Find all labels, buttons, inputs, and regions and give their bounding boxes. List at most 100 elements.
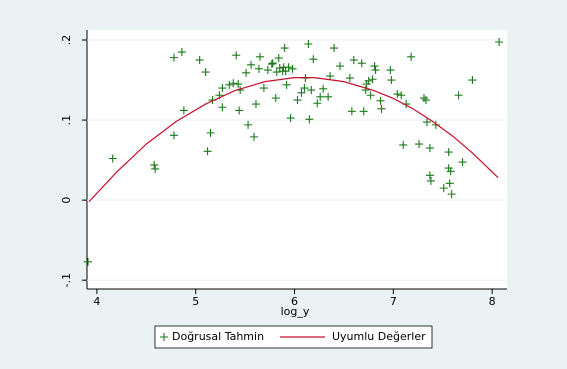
- scatter-point: [425, 171, 434, 180]
- scatter-point: [83, 257, 92, 266]
- scatter-point: [349, 56, 358, 65]
- scatter-point: [305, 115, 314, 124]
- legend-label: Uyumlu Değerler: [332, 330, 426, 343]
- scatter-point: [439, 184, 448, 193]
- scatter-point: [218, 84, 227, 93]
- scatter-point: [201, 68, 210, 77]
- scatter-point: [426, 176, 435, 185]
- scatter-point: [232, 51, 241, 60]
- scatter-point: [313, 99, 322, 108]
- scatter-point: [377, 104, 386, 113]
- scatter-point: [300, 84, 309, 93]
- scatter-point: [304, 40, 313, 49]
- scatter-point: [495, 38, 504, 47]
- x-tick-label: 6: [291, 295, 298, 308]
- scatter-point: [319, 84, 328, 93]
- scatter-point: [364, 76, 373, 85]
- fit-line: [88, 77, 499, 203]
- scatter-point: [255, 52, 264, 61]
- scatter-point: [280, 44, 289, 53]
- scatter-point: [293, 96, 302, 105]
- scatter-point: [247, 60, 256, 69]
- scatter-point: [386, 66, 395, 75]
- scatter-point: [359, 107, 368, 116]
- y-tick-label: .2: [60, 35, 73, 46]
- scatter-point: [272, 68, 281, 77]
- scatter-point: [407, 52, 416, 61]
- scatter-point: [326, 72, 335, 81]
- y-tick-label: 0: [60, 197, 73, 204]
- scatter-point: [297, 88, 306, 97]
- x-tick-label: 8: [489, 295, 496, 308]
- scatter-point: [324, 92, 333, 101]
- scatter-point: [271, 94, 280, 103]
- x-axis-label: log_y: [281, 305, 310, 318]
- scatter-point: [195, 56, 204, 65]
- scatter-point: [347, 107, 356, 116]
- plot-area: [87, 30, 507, 289]
- scatter-point: [284, 63, 293, 72]
- scatter-point: [431, 120, 440, 129]
- scatter-point: [177, 48, 186, 57]
- scatter-point: [454, 91, 463, 100]
- scatter-point: [361, 86, 370, 95]
- scatter-point: [274, 54, 283, 63]
- scatter-point: [206, 128, 215, 137]
- y-tick-label: .1: [60, 115, 73, 126]
- scatter-point: [250, 132, 259, 141]
- scatter-point: [421, 96, 430, 105]
- scatter-point: [316, 92, 325, 101]
- scatter-point: [229, 79, 238, 88]
- x-tick-label: 7: [390, 295, 397, 308]
- scatter-point: [169, 53, 178, 62]
- scatter-point: [242, 68, 251, 77]
- scatter-point: [419, 94, 428, 103]
- scatter-point: [366, 91, 375, 100]
- scatter-point: [151, 164, 160, 173]
- scatter-point: [425, 144, 434, 153]
- scatter-point: [169, 131, 178, 140]
- scatter-point: [203, 147, 212, 156]
- scatter-point: [179, 106, 188, 115]
- scatter-point: [399, 140, 408, 149]
- scatter-point: [415, 140, 424, 149]
- scatter-point: [368, 75, 377, 84]
- scatter-point: [234, 80, 243, 89]
- scatter-point: [281, 67, 290, 76]
- scatter-point: [268, 59, 277, 68]
- scatter-point: [235, 106, 244, 115]
- x-tick-label: 4: [93, 295, 100, 308]
- x-tick-label: 5: [192, 295, 199, 308]
- scatter-point: [335, 62, 344, 71]
- scatter-point: [307, 86, 316, 95]
- scatter-point: [357, 59, 366, 68]
- scatter-point: [309, 55, 318, 64]
- y-tick-label: -.1: [60, 273, 73, 287]
- scatter-point: [370, 62, 379, 71]
- scatter-point: [468, 76, 477, 85]
- legend-swatch: [160, 333, 168, 341]
- scatter-point: [150, 160, 159, 169]
- scatter-point: [458, 158, 467, 167]
- scatter-point: [225, 80, 234, 89]
- scatter-point: [108, 154, 117, 163]
- scatter-point: [286, 114, 295, 123]
- scatter-point: [251, 100, 260, 109]
- scatter-point: [397, 91, 406, 100]
- scatter-point: [330, 44, 339, 53]
- scatter-point: [254, 64, 263, 73]
- scatter-point: [371, 66, 380, 75]
- scatter-point: [282, 80, 291, 89]
- scatter-point: [444, 148, 453, 157]
- scatter-point: [393, 90, 402, 99]
- scatter-point: [259, 84, 268, 93]
- scatter-point: [288, 64, 297, 73]
- scatter-point: [376, 96, 385, 105]
- scatter-point: [345, 74, 354, 83]
- scatter-point: [263, 66, 272, 75]
- scatter-point: [244, 120, 253, 129]
- scatter-point: [387, 76, 396, 85]
- scatter-point: [445, 179, 454, 188]
- scatter-point: [218, 103, 227, 112]
